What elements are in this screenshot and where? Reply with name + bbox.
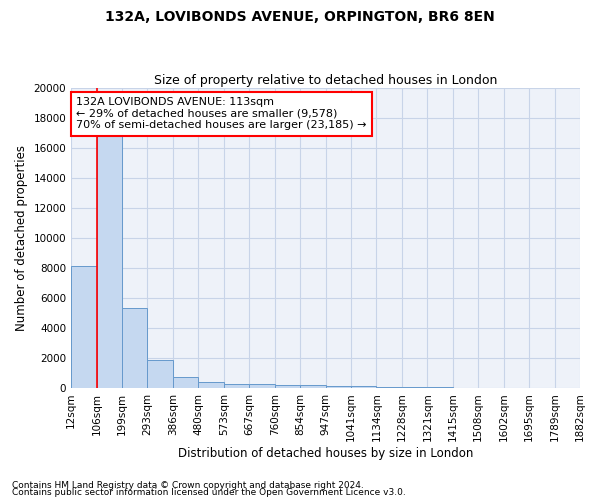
Bar xyxy=(376,387,402,388)
Text: Contains HM Land Registry data © Crown copyright and database right 2024.: Contains HM Land Registry data © Crown c… xyxy=(12,480,364,490)
X-axis label: Distribution of detached houses by size in London: Distribution of detached houses by size … xyxy=(178,447,473,460)
Bar xyxy=(148,360,173,388)
Y-axis label: Number of detached properties: Number of detached properties xyxy=(15,145,28,331)
Bar xyxy=(326,386,351,388)
Bar xyxy=(173,378,199,388)
Bar xyxy=(402,387,427,388)
Bar xyxy=(275,385,300,388)
Title: Size of property relative to detached houses in London: Size of property relative to detached ho… xyxy=(154,74,497,87)
Bar xyxy=(351,386,376,388)
Bar xyxy=(71,266,97,388)
Bar xyxy=(300,386,326,388)
Text: 132A LOVIBONDS AVENUE: 113sqm
← 29% of detached houses are smaller (9,578)
70% o: 132A LOVIBONDS AVENUE: 113sqm ← 29% of d… xyxy=(76,97,367,130)
Bar xyxy=(249,384,275,388)
Bar xyxy=(199,382,224,388)
Text: 132A, LOVIBONDS AVENUE, ORPINGTON, BR6 8EN: 132A, LOVIBONDS AVENUE, ORPINGTON, BR6 8… xyxy=(105,10,495,24)
Text: Contains public sector information licensed under the Open Government Licence v3: Contains public sector information licen… xyxy=(12,488,406,497)
Bar xyxy=(122,308,148,388)
Bar xyxy=(97,133,122,388)
Bar xyxy=(224,384,249,388)
